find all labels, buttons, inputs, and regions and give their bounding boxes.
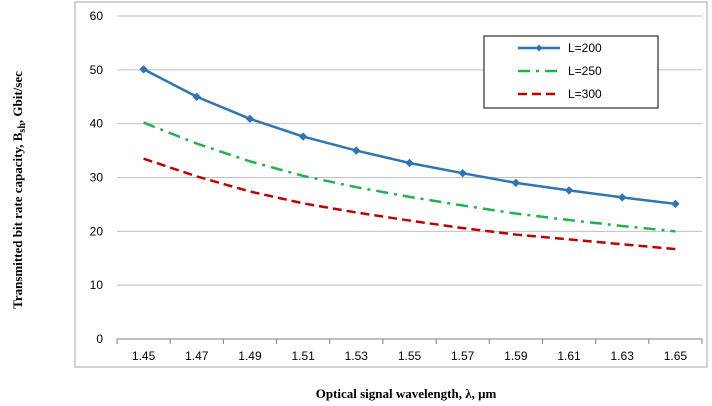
y-tick-label: 0 [96, 332, 103, 346]
data-point [139, 65, 148, 74]
data-point [352, 146, 361, 155]
data-point [192, 92, 201, 101]
legend-entries: L=200 L=250 L=300 [518, 41, 602, 101]
legend-label: L=250 [568, 64, 602, 78]
legend-label: L=200 [568, 41, 602, 55]
data-point [458, 168, 467, 178]
y-tick-label: 60 [90, 9, 104, 23]
data-point [511, 178, 521, 188]
series-line-L=300 [143, 157, 676, 251]
y-tick-label: 30 [90, 171, 104, 185]
y-tick-label: 10 [90, 278, 104, 292]
data-point [298, 132, 308, 141]
data-point [405, 158, 414, 168]
x-tick-label: 1.45 [132, 349, 156, 363]
y-tick-labels: 0 10 20 30 40 50 60 [90, 9, 104, 346]
y-axis-title: Transmitted bit rate capacity, Bsh, Gbit… [10, 71, 28, 309]
x-tick-label: 1.49 [238, 349, 262, 363]
legend-label: L=300 [568, 87, 602, 101]
y-tick-label: 50 [90, 63, 104, 77]
x-tick-label: 1.53 [345, 349, 369, 363]
y-tick-label: 40 [90, 117, 104, 131]
y-tick-label: 20 [90, 224, 104, 238]
legend-box [483, 35, 659, 109]
data-point [564, 186, 574, 195]
data-point [671, 199, 680, 209]
x-tick-labels: 1.45 1.47 1.49 1.51 1.53 1.55 1.57 1.59 1.61 1.63… [116, 339, 703, 363]
x-tick-label: 1.59 [504, 349, 528, 363]
y-axis-title-main: Transmitted bit rate capacity, B [10, 132, 25, 309]
y-axis-title-subscript: sh [17, 123, 28, 133]
series-layer [139, 65, 680, 251]
legend-marker [535, 44, 543, 52]
x-tick-label: 1.51 [291, 349, 315, 363]
x-axis-title: Optical signal wavelength, λ, μm [316, 386, 497, 401]
data-point [245, 114, 255, 124]
x-tick-label: 1.61 [557, 349, 581, 363]
x-tick-label: 1.55 [398, 349, 422, 363]
legend: L=200 L=250 L=300 [483, 35, 659, 109]
x-tick-label: 1.47 [185, 349, 209, 363]
gridlines [117, 15, 702, 286]
data-point [618, 193, 627, 202]
y-axis-title-unit: , Gbit/sec [10, 71, 25, 123]
x-tick-label: 1.63 [611, 349, 635, 363]
x-tick-label: 1.57 [451, 349, 475, 363]
x-tick-label: 1.65 [664, 349, 688, 363]
series-line-L=250 [143, 121, 676, 233]
